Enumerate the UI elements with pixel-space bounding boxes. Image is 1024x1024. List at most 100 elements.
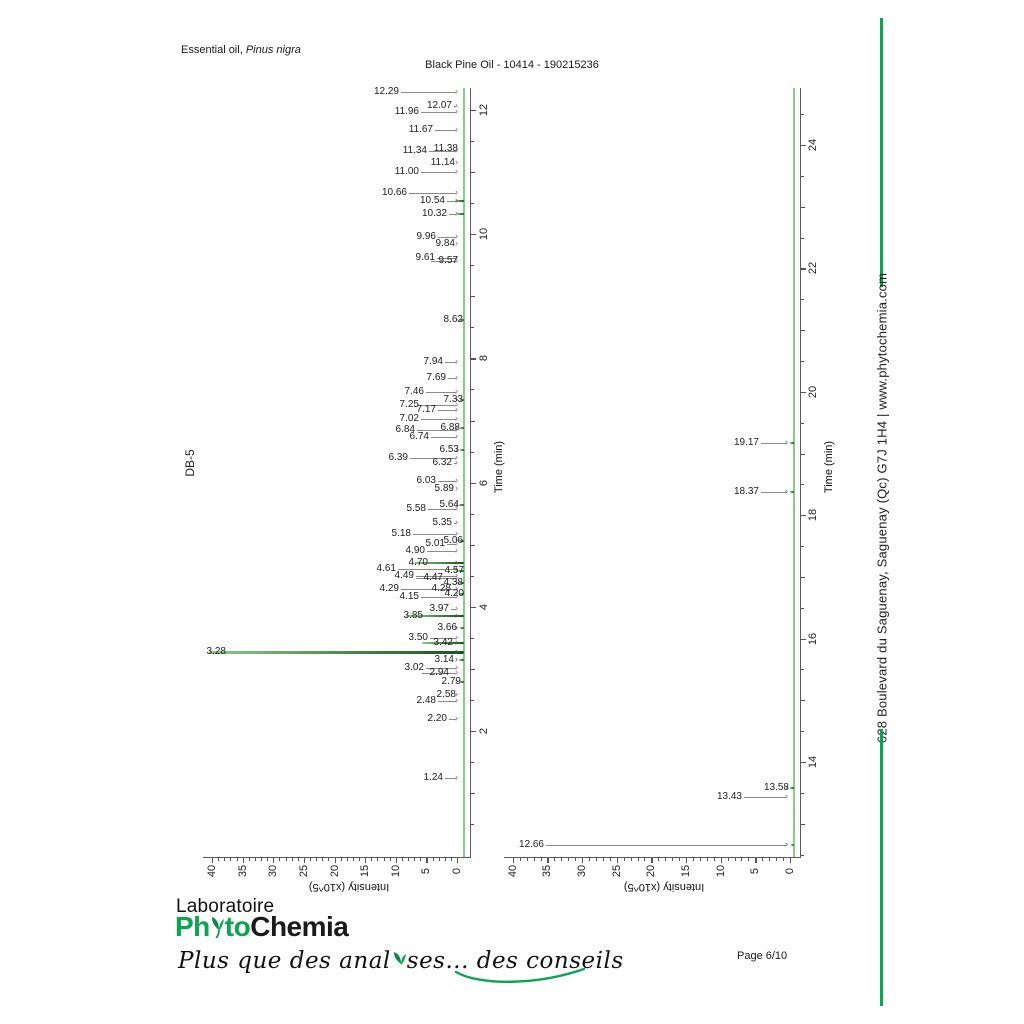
peak-label: 2.58	[436, 688, 456, 700]
intensity-minor-tick	[438, 858, 440, 861]
intensity-minor-tick	[692, 858, 694, 861]
logo-to: to	[224, 911, 251, 942]
time-minor-tick	[471, 141, 474, 143]
peak-label: 4.29	[379, 582, 399, 594]
sample-name: Essential oil, Pinus nigra	[181, 44, 301, 56]
intensity-tick	[790, 858, 792, 863]
peak-label: 11.14	[430, 157, 455, 169]
peak-arrow	[448, 377, 456, 379]
peak-arrowhead: ›	[455, 157, 458, 168]
peak-arrow	[438, 701, 456, 703]
peak-arrow	[449, 214, 456, 216]
intensity-minor-tick	[679, 858, 681, 861]
time-tick	[801, 638, 806, 640]
time-tick-label: 2	[478, 727, 490, 735]
peak-label: 6.74	[409, 430, 429, 442]
peak-arrow	[453, 589, 456, 591]
peak-label: 5.64	[439, 498, 459, 510]
peak-label: 11.34	[402, 144, 427, 156]
time-axis-title: Time (min)	[823, 440, 835, 494]
peak-arrowhead: ›	[455, 430, 458, 441]
intensity-minor-tick	[762, 858, 764, 861]
time-tick-label: 22	[807, 262, 819, 275]
time-minor-tick	[801, 299, 804, 301]
peak-arrowhead: ›	[455, 570, 458, 581]
intensity-minor-tick	[630, 858, 632, 861]
intensity-tick-label: 30	[576, 864, 589, 878]
peak-arrow	[431, 260, 456, 262]
peak-label: 2.20	[427, 712, 447, 724]
intensity-minor-tick	[623, 858, 625, 861]
peak-arrowhead: ›	[455, 106, 458, 117]
peak-arrow	[546, 844, 786, 846]
peak-arrow	[761, 443, 786, 444]
sidebar-rule-top	[880, 18, 883, 287]
intensity-minor-tick	[310, 858, 311, 861]
peak-arrowhead: ›	[785, 838, 788, 849]
intensity-minor-tick	[444, 858, 446, 861]
peak-arrowhead: ›	[455, 583, 458, 594]
peak-arrowhead: ›	[455, 562, 458, 573]
time-minor-tick	[801, 484, 804, 486]
intensity-minor-tick	[658, 858, 660, 861]
peak-arrow	[445, 362, 456, 364]
peak-arrowhead: ›	[455, 144, 458, 155]
intensity-minor-tick	[637, 858, 639, 861]
intensity-tick	[365, 858, 367, 863]
peak-arrow	[421, 419, 456, 421]
peak-arrowhead: ›	[455, 544, 458, 555]
intensity-minor-tick	[267, 858, 269, 861]
peak-label: 3.28	[206, 645, 226, 657]
peak-label: 9.96	[416, 230, 436, 242]
time-tick-label: 14	[807, 755, 819, 769]
peak-trace	[459, 582, 464, 585]
peak-label: 7.17	[416, 403, 436, 415]
peak-arrowhead: ›	[455, 636, 458, 647]
time-minor-tick	[801, 330, 805, 332]
peak-arrow	[421, 172, 456, 174]
peak-arrow	[454, 105, 456, 107]
time-axis-title: Time (min)	[493, 440, 505, 494]
peak-arrowhead: ›	[455, 645, 458, 656]
intensity-minor-tick	[519, 858, 521, 861]
peak-arrow	[421, 597, 456, 599]
peak-arrow	[447, 544, 456, 546]
intensity-minor-tick	[769, 858, 771, 861]
peak-arrowhead: ›	[455, 661, 458, 672]
time-minor-tick	[801, 731, 804, 733]
peak-label: 2.94	[429, 666, 449, 678]
intensity-minor-tick	[248, 858, 250, 861]
peak-arrowhead: ›	[455, 142, 458, 153]
intensity-minor-tick	[279, 858, 281, 861]
peak-trace	[459, 593, 464, 596]
peak-arrowhead: ›	[455, 443, 458, 454]
peak-arrowhead: ›	[785, 436, 788, 447]
intensity-minor-tick	[236, 858, 238, 861]
intensity-tick	[334, 858, 336, 863]
peak-label: 10.32	[421, 208, 447, 220]
intensity-minor-tick	[672, 858, 674, 861]
peak-arrowhead: ›	[455, 424, 458, 435]
peak-label: 4.20	[444, 588, 464, 600]
intensity-tick	[616, 858, 618, 863]
time-tick-label: 20	[807, 385, 819, 398]
peak-trace	[460, 399, 464, 401]
intensity-minor-tick	[285, 858, 287, 861]
peak-label: 10.66	[381, 187, 407, 199]
peak-trace	[459, 539, 464, 542]
peak-label: 12.29	[373, 85, 399, 97]
intensity-minor-tick	[322, 858, 324, 861]
peak-trace	[460, 680, 464, 683]
peak-label: 4.49	[394, 570, 414, 582]
peak-label: 6.84	[395, 424, 415, 436]
intensity-tick	[686, 858, 688, 863]
intensity-tick	[242, 858, 244, 863]
peak-trace	[790, 491, 794, 494]
intensity-minor-tick	[748, 858, 750, 861]
peak-trace	[209, 650, 464, 654]
intensity-tick-label: 0	[784, 867, 796, 875]
peak-label: 12.66	[518, 838, 544, 850]
peak-trace	[414, 562, 464, 565]
peak-label: 4.90	[405, 544, 425, 556]
peak-label: 7.02	[399, 413, 419, 425]
